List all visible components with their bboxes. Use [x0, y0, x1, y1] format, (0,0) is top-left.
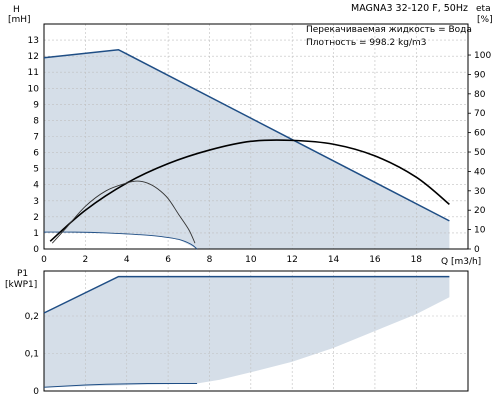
p1-ylabel-symbol: P1: [17, 269, 28, 279]
x-tick-label: 4: [124, 255, 130, 265]
plot-frame: [43, 23, 469, 250]
x-tick-label: 2: [82, 255, 88, 265]
x-tick-label: 0: [41, 255, 47, 265]
p1-ylabel-unit: [kWP1]: [5, 280, 37, 290]
y-tick-label-left: 10: [28, 84, 40, 94]
y-tick-label-right: 10: [474, 226, 486, 236]
y-tick-label-left: 0: [33, 245, 39, 255]
y-tick-label-right: 50: [474, 148, 486, 158]
y-tick-label-right: 100: [474, 51, 491, 61]
p1-series-line-p1-max: [43, 275, 450, 314]
y-tick-label-right: 40: [474, 167, 486, 177]
y-tick-label-left: 3: [33, 197, 39, 207]
y-tick-label-right: 30: [474, 187, 486, 197]
xlabel: Q [m3/h]: [441, 257, 481, 267]
x-tick-label: 6: [165, 255, 171, 265]
y-tick-label-right: 70: [474, 109, 486, 119]
y-tick-label-left: 2: [33, 213, 39, 223]
p1-plot-frame: [43, 270, 469, 392]
ylabel-left-symbol: H: [13, 5, 20, 15]
y-tick-label-left: 8: [33, 116, 39, 126]
ylabel-right-symbol: eta: [476, 4, 491, 14]
x-tick-label: 18: [411, 255, 423, 265]
x-tick-label: 16: [369, 255, 381, 265]
x-tick-label: 8: [207, 255, 213, 265]
y-tick-label-left: 4: [33, 181, 39, 191]
y-tick-label-left: 9: [33, 100, 39, 110]
series-line-h: [43, 48, 450, 222]
x-tick-label: 12: [286, 255, 297, 265]
y-tick-label-left: 1: [33, 229, 39, 239]
p1-series-line-p1-min: [43, 383, 198, 388]
y-tick-label-right: 80: [474, 90, 486, 100]
x-tick-label: 10: [245, 255, 257, 265]
operating-area: [44, 49, 450, 249]
y-tick-label-left: 6: [33, 149, 39, 159]
y-tick-label-right: 20: [474, 206, 486, 216]
series-line-eta: [49, 139, 450, 242]
y-tick-label-left: 11: [28, 68, 39, 78]
series-line-h-min: [43, 231, 198, 250]
x-tick-label: 14: [328, 255, 340, 265]
ylabel-right-unit: [%]: [477, 15, 493, 25]
ylabel-left-unit: [mH]: [8, 15, 31, 25]
p1-y-tick-label: 0: [33, 387, 39, 397]
header-density: Плотность = 998.2 kg/m3: [306, 38, 427, 48]
y-tick-label-left: 13: [28, 36, 39, 46]
y-tick-label-right: 0: [474, 245, 480, 255]
y-tick-label-right: 90: [474, 70, 486, 80]
header-model: MAGNA3 32-120 F, 50Hz: [351, 3, 468, 14]
y-tick-label-left: 7: [33, 133, 39, 143]
p1-operating-area: [44, 276, 450, 388]
y-tick-label-right: 60: [474, 129, 486, 139]
p1-y-tick-label: 0,1: [25, 350, 39, 360]
y-tick-label-left: 5: [33, 165, 39, 175]
header-fluid: Перекачиваемая жидкость = Вода: [306, 25, 472, 35]
p1-y-tick-label: 0,2: [25, 312, 39, 322]
y-tick-label-left: 12: [28, 52, 39, 62]
series-line-eta-min: [51, 180, 196, 244]
